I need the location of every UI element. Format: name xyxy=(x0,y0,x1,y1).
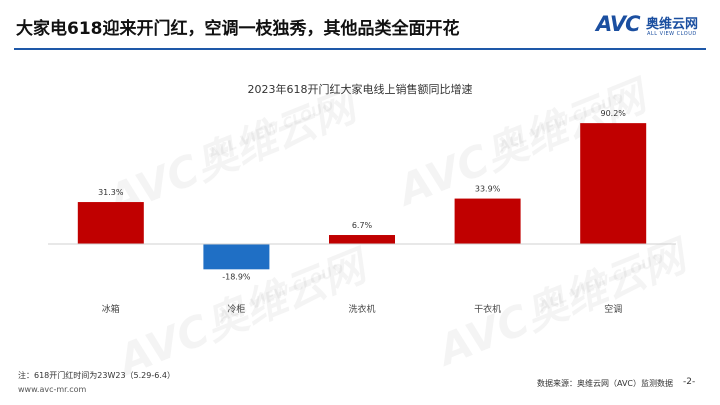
logo-chinese-name: 奥维云网 xyxy=(646,17,699,32)
bar xyxy=(580,123,647,244)
data-label: 33.9% xyxy=(475,185,501,194)
data-labels-layer: 31.3% -18.9% 6.7% 33.9% 90.2% xyxy=(98,109,626,281)
footnote: 注：618开门红时间为23W23（5.29-6.4） xyxy=(18,371,175,380)
header: 大家电618迎来开门红，空调一枝独秀，其他品类全面开花 AVC 奥维云网 ALL… xyxy=(0,0,720,50)
bar xyxy=(203,244,270,270)
page-number: -2- xyxy=(683,377,696,387)
header-divider xyxy=(14,48,706,50)
category-label: 空调 xyxy=(604,303,622,315)
avc-logo: AVC 奥维云网 ALL VIEW CLOUD xyxy=(596,10,706,44)
data-label: 90.2% xyxy=(600,109,626,118)
chart-title: 2023年618开门红大家电线上销售额同比增速 xyxy=(248,82,473,96)
data-label: -18.9% xyxy=(222,272,251,281)
bar xyxy=(454,198,521,244)
bars-layer xyxy=(77,123,647,270)
category-label: 干衣机 xyxy=(474,303,501,315)
category-label: 冰箱 xyxy=(102,303,120,315)
category-label: 冷柜 xyxy=(227,303,245,315)
data-label: 6.7% xyxy=(352,221,373,230)
data-label: 31.3% xyxy=(98,188,124,197)
website-link[interactable]: www.avc-mr.com xyxy=(18,385,87,394)
bar xyxy=(77,202,144,244)
logo-mark: AVC xyxy=(596,12,640,36)
logo-english-name: ALL VIEW CLOUD xyxy=(647,31,697,37)
page-title: 大家电618迎来开门红，空调一枝独秀，其他品类全面开花 xyxy=(16,19,460,39)
category-axis: 冰箱 冷柜 洗衣机 干衣机 空调 xyxy=(48,243,676,315)
bar xyxy=(329,235,395,244)
data-source: 数据来源：奥维云网（AVC）监测数据 xyxy=(537,379,674,388)
category-label: 洗衣机 xyxy=(348,303,375,315)
